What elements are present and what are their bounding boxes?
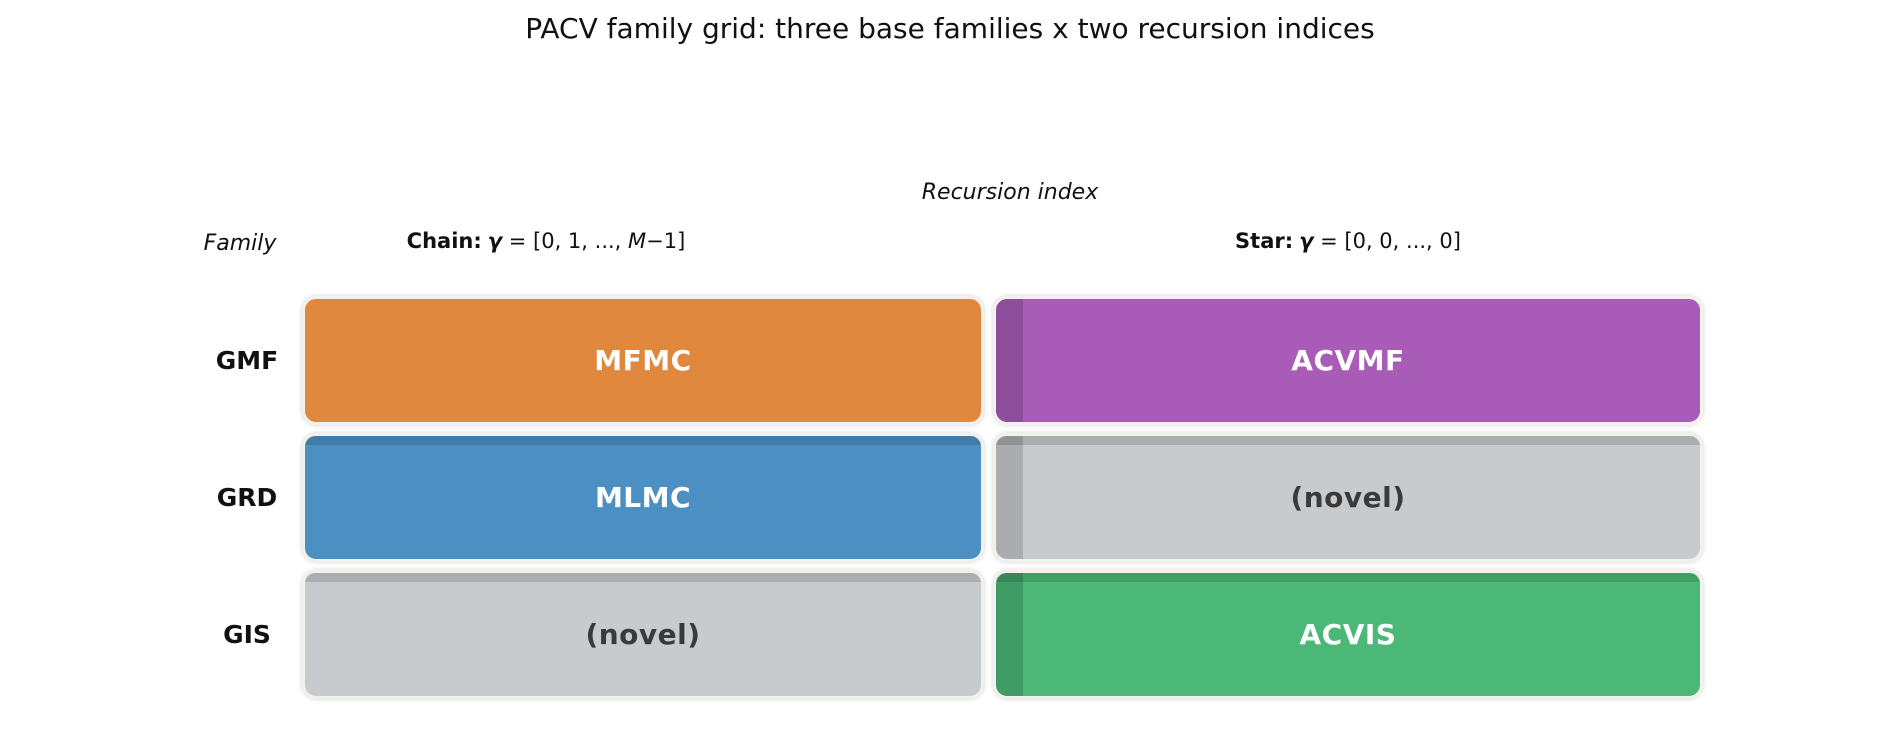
cell-grd-chain: MLMC xyxy=(302,433,984,562)
chain-header-equation-end: −1] xyxy=(646,229,686,253)
column-header-star: Star: γ = [0, 0, ..., 0] xyxy=(1038,229,1658,253)
cell-gis-chain: (novel) xyxy=(302,570,984,699)
chain-header-variable: M xyxy=(628,229,647,253)
gamma-symbol: γ xyxy=(487,229,503,253)
cell-gmf-star: ACVMF xyxy=(993,296,1703,425)
cell-label-acvis: ACVIS xyxy=(1299,618,1397,651)
gamma-symbol: γ xyxy=(1299,229,1314,253)
cell-label-mlmc: MLMC xyxy=(594,481,692,514)
cell-grd-star: (novel) xyxy=(993,433,1703,562)
cell-label-acvmf: ACVMF xyxy=(1291,344,1405,377)
cell-label-novel-grd: (novel) xyxy=(1290,481,1406,514)
cell-gmf-chain: MFMC xyxy=(302,296,984,425)
cell-label-novel-gis: (novel) xyxy=(585,618,701,651)
chain-header-prefix: Chain: xyxy=(406,229,482,253)
column-header-chain: Chain: γ = [0, 1, ..., M−1] xyxy=(236,229,856,253)
figure-title: PACV family grid: three base families x … xyxy=(525,12,1375,45)
cell-label-mfmc: MFMC xyxy=(594,344,692,377)
family-axis-label: Family xyxy=(203,231,277,256)
cell-gis-star: ACVIS xyxy=(993,570,1703,699)
row-label-gmf: GMF xyxy=(215,346,279,375)
star-header-equation: = [0, 0, ..., 0] xyxy=(1313,229,1461,253)
star-header-prefix: Star: xyxy=(1235,229,1294,253)
row-label-grd: GRD xyxy=(216,483,278,512)
row-label-gis: GIS xyxy=(223,620,271,649)
chain-header-equation: = [0, 1, ..., xyxy=(502,229,629,253)
recursion-index-axis-label: Recursion index xyxy=(921,180,1099,205)
